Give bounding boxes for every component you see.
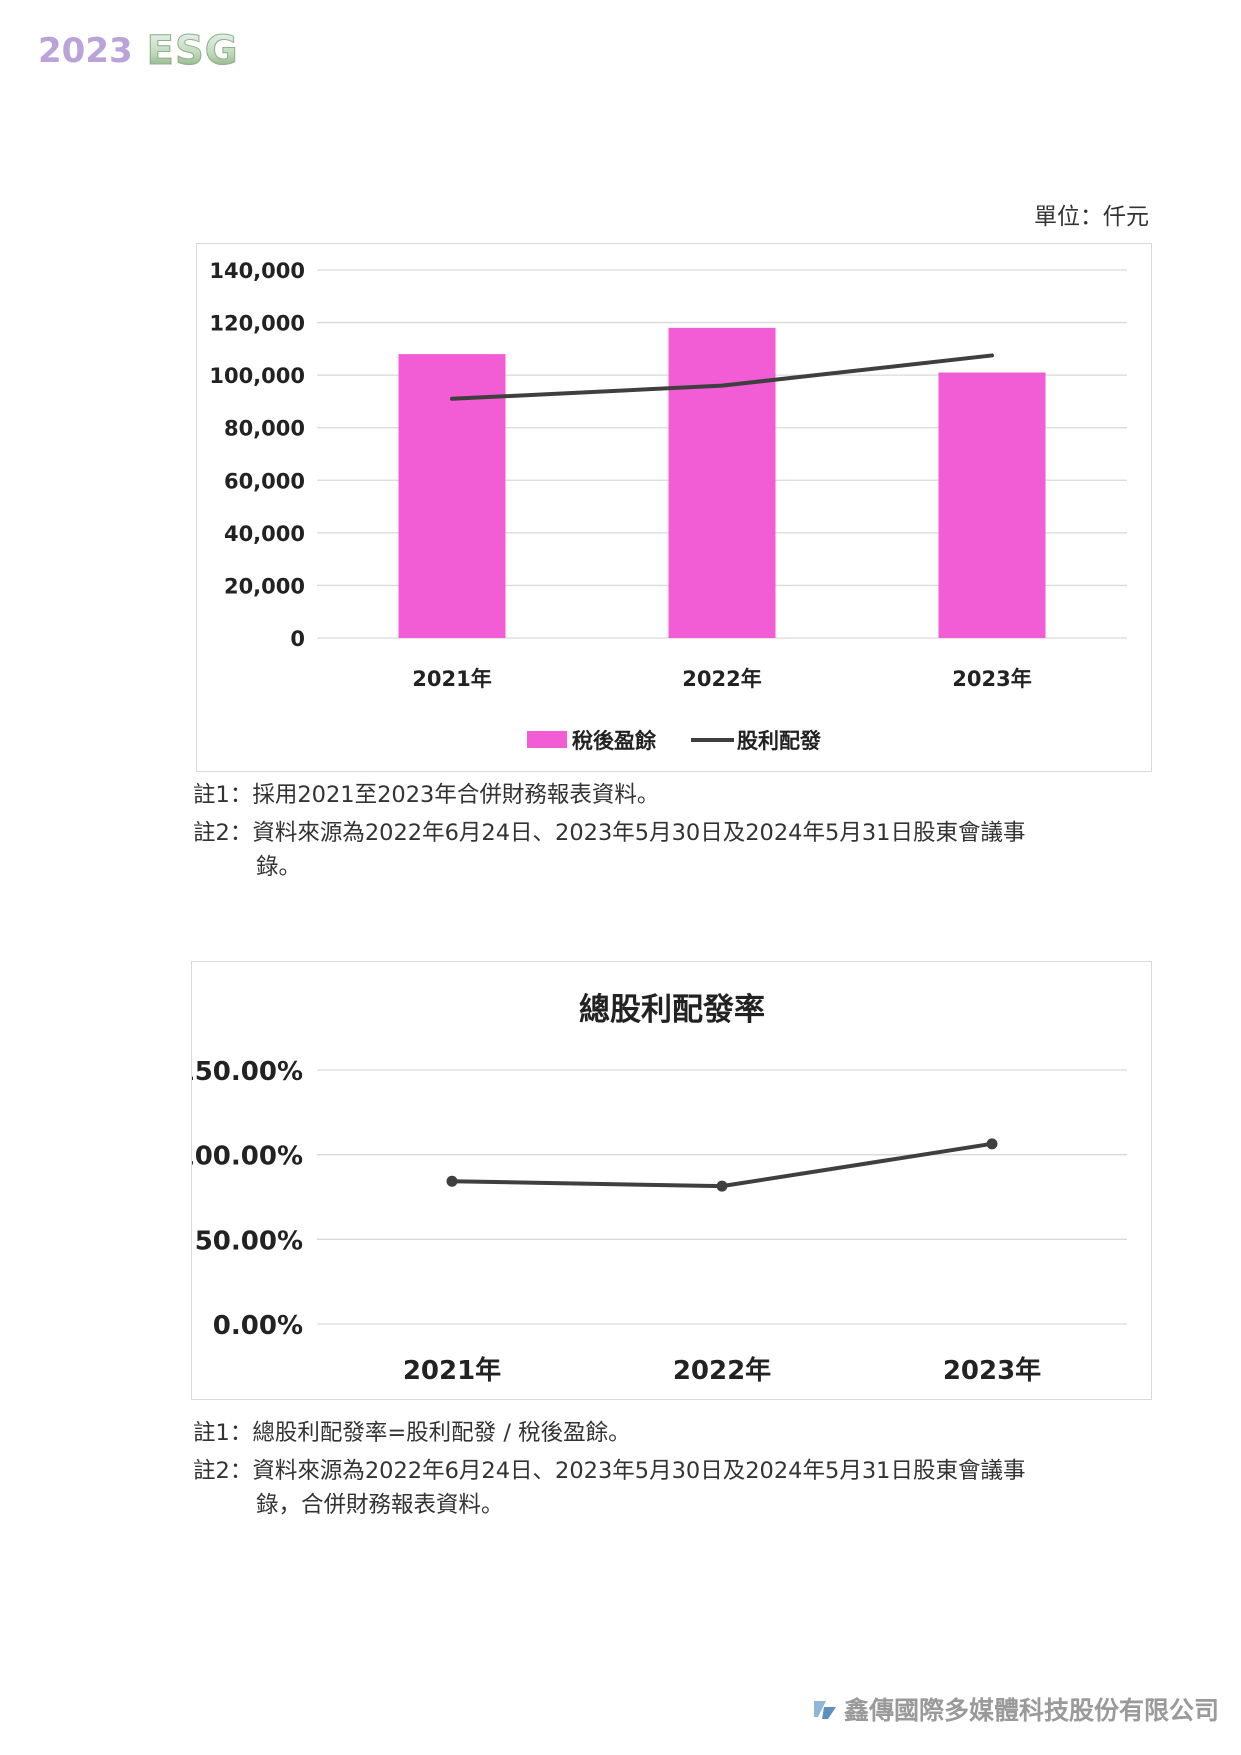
chart2-notes: 註1：總股利配發率=股利配發 / 稅後盈餘。 註2：資料來源為2022年6月24… bbox=[193, 1416, 1093, 1522]
legend-swatch-bar bbox=[527, 731, 567, 748]
legend-label: 稅後盈餘 bbox=[572, 729, 657, 753]
earnings-dividend-chart-svg: 140,000 120,000 100,000 80,000 60,000 40,000 2… bbox=[209, 259, 1127, 753]
legend-label: 股利配發 bbox=[737, 729, 821, 753]
company-name: 鑫傳國際多媒體科技股份有限公司 bbox=[843, 1696, 1219, 1725]
y-tick-label: 40,000 bbox=[224, 522, 305, 546]
y-tick-label: 50.00% bbox=[195, 1226, 303, 1256]
data-point bbox=[986, 1138, 998, 1150]
y-tick-label: 80,000 bbox=[224, 417, 305, 441]
series-line-payout bbox=[451, 1141, 993, 1189]
y-tick-label: 20,000 bbox=[224, 574, 305, 598]
note-2: 註2：資料來源為2022年6月24日、2023年5月30日及2024年5月31日… bbox=[193, 820, 1026, 880]
y-tick-label: 140,000 bbox=[209, 259, 305, 283]
company-logo-icon bbox=[813, 1701, 836, 1719]
y-tick-label: 0.00% bbox=[213, 1311, 303, 1341]
y-tick-label: 100.00% bbox=[192, 1142, 303, 1172]
header-logo: 2023 ESG bbox=[38, 28, 239, 75]
bar bbox=[668, 327, 776, 638]
bar bbox=[938, 372, 1046, 638]
payout-ratio-chart: 總股利配發率 150.00% 100.00% 50.00% 0.00% 2021年 2022… bbox=[177, 961, 1152, 1400]
data-point bbox=[446, 1175, 458, 1187]
x-tick-label: 2021年 bbox=[412, 667, 491, 691]
y-tick-label: 120,000 bbox=[209, 312, 305, 336]
header-year: 2023 bbox=[38, 31, 133, 71]
note-2: 註2：資料來源為2022年6月24日、2023年5月30日及2024年5月31日… bbox=[193, 1458, 1026, 1518]
x-tick-label: 2021年 bbox=[403, 1355, 501, 1386]
unit-label: 單位：仟元 bbox=[1034, 204, 1149, 230]
y-tick-label: 150.00% bbox=[192, 1057, 303, 1087]
note-1: 註1：總股利配發率=股利配發 / 稅後盈餘。 bbox=[193, 1420, 631, 1446]
bar bbox=[398, 354, 506, 638]
header-esg-logo: ESG bbox=[146, 28, 239, 75]
data-point bbox=[716, 1180, 728, 1192]
y-tick-label: 100,000 bbox=[209, 364, 305, 388]
x-tick-label: 2022年 bbox=[682, 667, 761, 691]
footer: 鑫傳國際多媒體科技股份有限公司 bbox=[812, 1691, 1219, 1727]
x-tick-label: 2023年 bbox=[952, 667, 1031, 691]
y-tick-label: 0 bbox=[290, 627, 305, 651]
chart-title: 總股利配發率 bbox=[579, 992, 765, 1028]
chart1-notes: 註1：採用2021至2023年合併財務報表資料。 註2：資料來源為2022年6月… bbox=[193, 778, 1093, 884]
x-tick-label: 2023年 bbox=[943, 1355, 1041, 1386]
payout-ratio-chart-svg: 總股利配發率 150.00% 100.00% 50.00% 0.00% 2021年 2022… bbox=[177, 992, 1127, 1386]
x-tick-label: 2022年 bbox=[673, 1355, 771, 1386]
note-1: 註1：採用2021至2023年合併財務報表資料。 bbox=[193, 782, 660, 808]
y-tick-label: 60,000 bbox=[224, 469, 305, 493]
series-line-dividend bbox=[450, 353, 994, 401]
earnings-dividend-chart: 140,000 120,000 100,000 80,000 60,000 40,000 2… bbox=[196, 243, 1152, 772]
